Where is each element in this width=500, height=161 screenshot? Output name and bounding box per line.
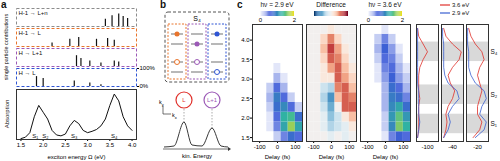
svg-text:Delay (fs): Delay (fs) — [265, 154, 291, 160]
svg-text:S₂: S₂ — [42, 133, 49, 139]
svg-text:4.0: 4.0 — [241, 37, 250, 43]
html-text:3.6 eV: 3.6 eV — [452, 2, 470, 8]
svg-text:H-1 → L+n: H-1 → L+n — [19, 10, 48, 16]
svg-text:kx: kx — [172, 112, 177, 120]
svg-text:3.5: 3.5 — [241, 57, 250, 63]
svg-text:3.0: 3.0 — [241, 76, 250, 82]
svg-text:L: L — [182, 97, 186, 103]
svg-text:1.5: 1.5 — [241, 135, 250, 141]
svg-text:H → L: H → L — [19, 70, 37, 76]
html-text:b: b — [160, 0, 167, 10]
svg-text:ky: ky — [159, 99, 164, 107]
svg-text:S₃: S₃ — [71, 133, 78, 139]
svg-text:L+1: L+1 — [207, 97, 218, 103]
svg-text:0: 0 — [384, 144, 388, 150]
svg-text:-100: -100 — [421, 144, 434, 150]
svg-text:Delay (fs): Delay (fs) — [373, 154, 399, 160]
svg-text:S₁: S₁ — [491, 120, 498, 127]
svg-text:S₂: S₂ — [491, 91, 498, 98]
svg-text:0: 0 — [367, 17, 371, 23]
html-text:2.9 eV: 2.9 eV — [452, 10, 470, 16]
svg-text:-100: -100 — [362, 144, 375, 150]
html-text:Difference: Difference — [316, 1, 346, 8]
html-text:a: a — [1, 0, 7, 10]
html-text:single particle contributions: single particle contributions — [3, 13, 10, 81]
svg-text:S₄: S₄ — [193, 15, 201, 22]
svg-text:2.5: 2.5 — [61, 142, 70, 148]
svg-text:3.0: 3.0 — [83, 142, 92, 148]
svg-text:2.5: 2.5 — [241, 96, 250, 102]
svg-text:S₄: S₄ — [111, 133, 118, 139]
svg-text:0: 0 — [259, 17, 263, 23]
svg-text:100: 100 — [398, 144, 409, 150]
svg-text:100: 100 — [344, 144, 355, 150]
svg-text:100%: 100% — [140, 65, 156, 71]
svg-text:-100: -100 — [254, 144, 267, 150]
svg-text:-40: -40 — [448, 144, 457, 150]
svg-text:1.5: 1.5 — [17, 142, 26, 148]
svg-text:Delay (fs): Delay (fs) — [319, 154, 345, 160]
html-text:hν = 2.9 eV: hν = 2.9 eV — [260, 1, 294, 8]
svg-text:2: 2 — [293, 17, 297, 23]
html-text:hν = 3.6 eV: hν = 3.6 eV — [368, 1, 402, 8]
svg-text:-100: -100 — [308, 144, 321, 150]
svg-text:S₁: S₁ — [32, 133, 38, 139]
svg-text:0: 0 — [276, 144, 280, 150]
svg-text:exciton energy Ω (eV): exciton energy Ω (eV) — [47, 154, 105, 160]
html-text:Absorption: Absorption — [4, 99, 10, 129]
svg-text:kin. Energy: kin. Energy — [182, 153, 212, 159]
svg-text:0%: 0% — [140, 83, 149, 89]
svg-text:3.5: 3.5 — [106, 142, 115, 148]
svg-text:4.0: 4.0 — [128, 142, 137, 148]
svg-text:100: 100 — [290, 144, 301, 150]
svg-text:S₄: S₄ — [491, 48, 498, 55]
svg-text:0: 0 — [330, 144, 334, 150]
html-text:c: c — [237, 0, 243, 10]
svg-text:2: 2 — [401, 17, 405, 23]
svg-text:H → L+1: H → L+1 — [19, 50, 44, 56]
svg-text:2.0: 2.0 — [241, 115, 250, 121]
svg-text:-20: -20 — [473, 144, 482, 150]
svg-text:H-1 → L: H-1 → L — [19, 30, 42, 36]
svg-text:2.0: 2.0 — [39, 142, 48, 148]
